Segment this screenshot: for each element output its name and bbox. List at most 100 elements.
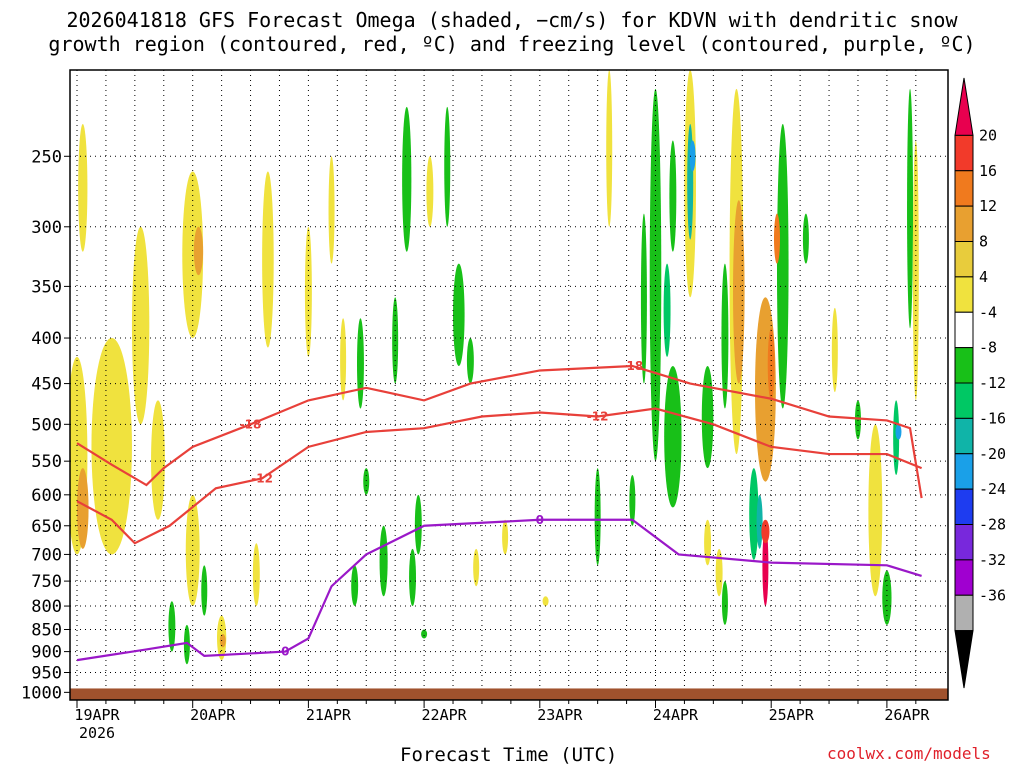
omega-blob-28 xyxy=(426,156,434,227)
omega-blob-57 xyxy=(762,525,769,607)
omega-blob-22 xyxy=(379,525,388,597)
omega-blob-34 xyxy=(542,596,549,607)
colorbar-top-arrow xyxy=(954,77,974,136)
omega-blob-68 xyxy=(907,88,914,329)
y-tick-label-800: 800 xyxy=(31,597,62,617)
colorbar: 20 16 12 8 4 -4 -8 -12 -16 -20 -24 -28 -32 -36 xyxy=(954,77,1006,689)
colorbar-label-16: 16 xyxy=(979,162,997,180)
plot-frame xyxy=(69,69,949,701)
y-tick-label-850: 850 xyxy=(31,620,62,640)
omega-blob-45 xyxy=(689,140,696,172)
x-tick-label-20APR: 20APR xyxy=(190,706,236,724)
omega-blob-36 xyxy=(594,468,601,566)
colorbar-label--24: -24 xyxy=(979,480,1006,498)
x-axis-label: Forecast Time (UTC) xyxy=(400,744,618,766)
colorbar-swatch-10 xyxy=(954,453,974,490)
red-contour--12 xyxy=(76,407,923,545)
freezing-level-contour-label-1: 0 xyxy=(536,513,544,527)
colorbar-label--12: -12 xyxy=(979,374,1006,392)
colorbar-label--32: -32 xyxy=(979,551,1006,569)
x-tick-label-24APR: 24APR xyxy=(653,706,699,724)
y-tick-label-500: 500 xyxy=(31,415,62,435)
colorbar-swatch-14 xyxy=(954,594,974,632)
colorbar-label-12: 12 xyxy=(979,197,997,215)
colorbar-label--20: -20 xyxy=(979,445,1006,463)
omega-blob-59 xyxy=(776,124,789,409)
omega-blob-7 xyxy=(193,226,204,276)
omega-blob-15 xyxy=(262,171,274,348)
colorbar-label-8: 8 xyxy=(979,233,988,251)
y-tick-label-300: 300 xyxy=(31,218,62,238)
omega-blob-38 xyxy=(640,213,647,384)
omega-blob-3 xyxy=(91,338,132,555)
omega-blob-4 xyxy=(131,226,150,425)
omega-blob-6 xyxy=(182,171,204,339)
y-tick-label-400: 400 xyxy=(31,329,62,349)
omega-shading xyxy=(70,70,919,665)
freezing-level-contour xyxy=(76,518,922,662)
red-contour--18 xyxy=(76,364,923,499)
omega-blob-21 xyxy=(363,468,370,495)
omega-blob-56 xyxy=(767,328,775,401)
omega-blob-35 xyxy=(606,70,613,227)
colorbar-label--4: -4 xyxy=(979,303,997,321)
terrain-fill xyxy=(70,688,948,700)
omega-blob-65 xyxy=(882,570,892,625)
y-tick-label-750: 750 xyxy=(31,572,62,592)
omega-blob-25 xyxy=(402,106,412,252)
omega-blob-29 xyxy=(453,263,465,366)
colorbar-swatch-6 xyxy=(954,311,974,349)
omega-blob-41 xyxy=(664,365,682,508)
omega-blob-61 xyxy=(802,213,809,264)
colorbar-swatch-8 xyxy=(954,382,974,419)
omega-blob-0 xyxy=(78,124,88,252)
x-tick-label-25APR: 25APR xyxy=(769,706,815,724)
omega-blob-58 xyxy=(761,519,770,544)
omega-blob-47 xyxy=(704,519,712,566)
colorbar-swatch-1 xyxy=(954,134,974,172)
title-line-2: growth region (contoured, red, ºC) and f… xyxy=(48,32,976,56)
omega-blob-26 xyxy=(414,494,422,555)
omega-blob-50 xyxy=(721,263,729,409)
omega-blob-27 xyxy=(421,629,428,639)
title-line-1: 2026041818 GFS Forecast Omega (shaded, −… xyxy=(66,8,958,32)
omega-blob-53 xyxy=(749,468,759,560)
colorbar-swatch-11 xyxy=(954,488,974,525)
colorbar-swatch-3 xyxy=(954,205,974,242)
x-tick-label-19APR: 19APR xyxy=(74,706,120,724)
colorbar-label-4: 4 xyxy=(979,268,988,286)
y-tick-label-450: 450 xyxy=(31,375,62,395)
red-contour--12-label-1: -12 xyxy=(587,410,609,424)
red-contour--18-label-0: -18 xyxy=(240,417,262,431)
x-tick-label-21APR: 21APR xyxy=(306,706,352,724)
colorbar-label--36: -36 xyxy=(979,586,1006,604)
omega-blob-37 xyxy=(629,474,636,526)
credit-link[interactable]: coolwx.com/models xyxy=(827,744,991,763)
omega-blob-10 xyxy=(183,624,190,665)
y-tick-label-1000: 1000 xyxy=(21,683,62,703)
omega-blob-18 xyxy=(340,318,347,401)
colorbar-label-20: 20 xyxy=(979,126,997,144)
omega-blob-54 xyxy=(756,494,763,549)
omega-blob-49 xyxy=(721,581,728,625)
x-year-label: 2026 xyxy=(79,724,115,742)
y-tick-label-250: 250 xyxy=(31,147,62,167)
omega-blob-33 xyxy=(502,519,509,555)
omega-blob-63 xyxy=(854,400,861,440)
omega-blob-30 xyxy=(444,106,451,227)
red-contour--18-label-1: -18 xyxy=(622,359,644,373)
omega-blob-42 xyxy=(669,140,677,252)
colorbar-swatch-4 xyxy=(954,241,974,278)
x-axis: 19APR 20APR 21APR 22APR 23APR 24APR 25APR 26APR… xyxy=(74,700,930,742)
omega-blob-40 xyxy=(663,263,671,357)
omega-blob-48 xyxy=(715,548,723,597)
y-tick-label-950: 950 xyxy=(31,664,62,684)
colorbar-swatch-5 xyxy=(954,276,974,313)
omega-blob-62 xyxy=(831,307,838,393)
omega-blob-60 xyxy=(773,213,780,264)
omega-blob-64 xyxy=(868,424,883,597)
grid-lines xyxy=(70,70,948,700)
omega-blob-9 xyxy=(168,601,176,652)
y-tick-label-350: 350 xyxy=(31,277,62,297)
colorbar-bottom-arrow xyxy=(954,630,974,689)
